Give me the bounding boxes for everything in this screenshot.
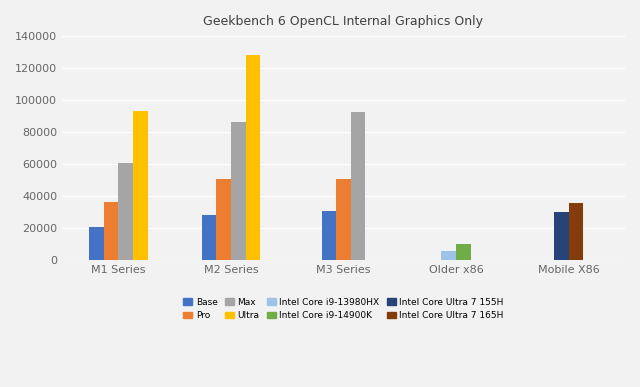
- Bar: [336, 179, 351, 260]
- Title: Geekbench 6 OpenCL Internal Graphics Only: Geekbench 6 OpenCL Internal Graphics Onl…: [204, 15, 483, 28]
- Bar: [246, 55, 260, 260]
- Bar: [321, 211, 336, 260]
- Legend: Base, Pro, Max, Ultra, Intel Core i9-13980HX, Intel Core i9-14900K, Intel Core U: Base, Pro, Max, Ultra, Intel Core i9-139…: [180, 294, 508, 324]
- Bar: [351, 112, 365, 260]
- Bar: [104, 202, 118, 260]
- Bar: [554, 212, 569, 260]
- Bar: [231, 122, 246, 260]
- Bar: [89, 228, 104, 260]
- Bar: [442, 251, 456, 260]
- Bar: [118, 163, 133, 260]
- Bar: [456, 244, 471, 260]
- Bar: [216, 180, 231, 260]
- Bar: [202, 215, 216, 260]
- Bar: [569, 203, 583, 260]
- Bar: [133, 111, 148, 260]
